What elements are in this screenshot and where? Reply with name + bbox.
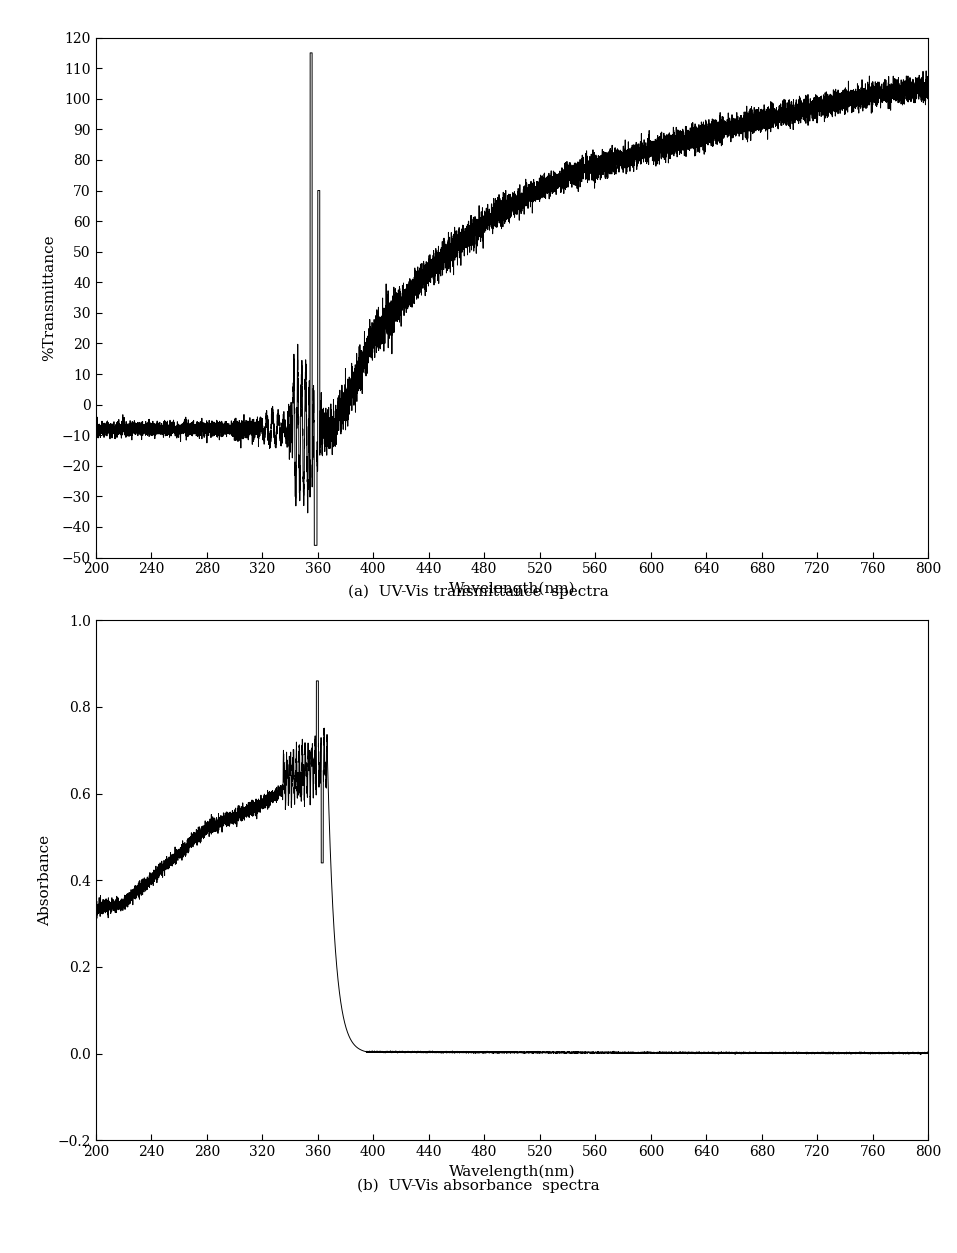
Y-axis label: Absorbance: Absorbance [38, 834, 52, 926]
X-axis label: Wavelength(nm): Wavelength(nm) [449, 581, 575, 596]
Y-axis label: %Transmittance: %Transmittance [42, 234, 56, 361]
Text: (b)  UV-Vis absorbance  spectra: (b) UV-Vis absorbance spectra [357, 1178, 600, 1193]
X-axis label: Wavelength(nm): Wavelength(nm) [449, 1164, 575, 1179]
Text: (a)  UV-Vis transmittance  spectra: (a) UV-Vis transmittance spectra [348, 584, 609, 599]
